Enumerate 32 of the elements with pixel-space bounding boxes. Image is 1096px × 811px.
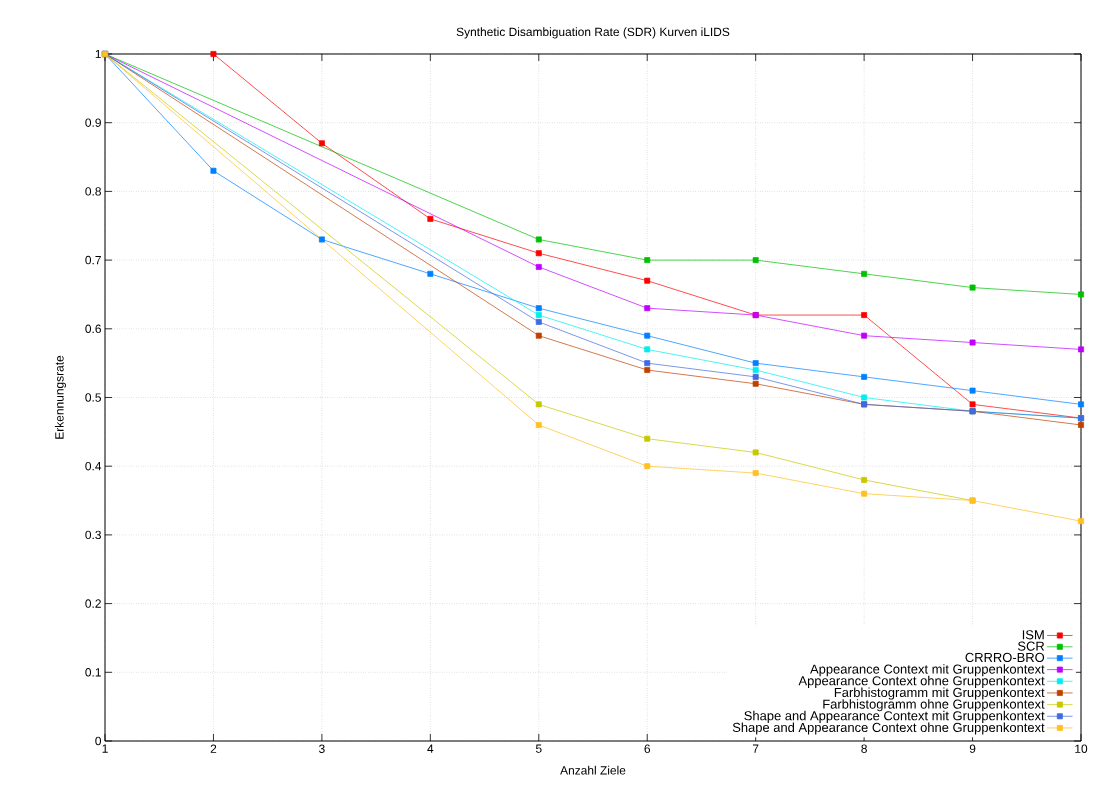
x-tick-label: 1: [102, 744, 108, 753]
x-tick-label: 10: [1075, 744, 1088, 753]
x-tick-label: 3: [319, 744, 325, 753]
x-tick-label: 2: [210, 744, 217, 753]
y-tick-label: 0.4: [85, 461, 102, 471]
y-axis-title: Erkennungsrate: [54, 355, 67, 439]
y-tick-label: 0.3: [85, 530, 101, 540]
legend-label: Farbhistogramm mit Gruppenkontext: [834, 687, 1045, 700]
y-tick-label: 0: [95, 736, 102, 746]
chart-title: Synthetic Disambiguation Rate (SDR) Kurven iLIDS: [456, 27, 730, 39]
legend-label: Appearance Context ohne Gruppenkontext: [798, 675, 1045, 688]
y-tick-label: 1: [95, 49, 101, 59]
x-axis-title: Anzahl Ziele: [560, 765, 626, 775]
legend-label: SCR: [1017, 641, 1045, 651]
x-tick-label: 9: [969, 744, 976, 753]
y-tick-label: 0.2: [85, 599, 101, 608]
y-tick-label: 0.6: [85, 324, 101, 334]
legend-label: Shape and Appearance Context ohne Gruppenkontext: [732, 722, 1045, 735]
y-tick-label: 0.1: [85, 668, 101, 677]
legend-label: ISM: [1022, 630, 1044, 640]
y-tick-label: 0.9: [85, 118, 101, 127]
legend-label: CRRRO-BRO: [965, 652, 1045, 663]
x-tick-label: 6: [644, 744, 651, 753]
legend-label: Farbhistogramm ohne Gruppenkontext: [823, 699, 1045, 712]
y-tick-label: 0.5: [85, 393, 101, 402]
x-tick-label: 4: [427, 744, 434, 753]
y-tick-label: 0.7: [85, 255, 101, 265]
x-tick-label: 5: [535, 744, 542, 753]
legend-label: Shape and Appearance Context mit Gruppenkontext: [744, 710, 1045, 723]
x-tick-label: 8: [861, 744, 867, 753]
y-tick-label: 0.8: [85, 187, 101, 196]
x-tick-label: 7: [752, 744, 759, 753]
